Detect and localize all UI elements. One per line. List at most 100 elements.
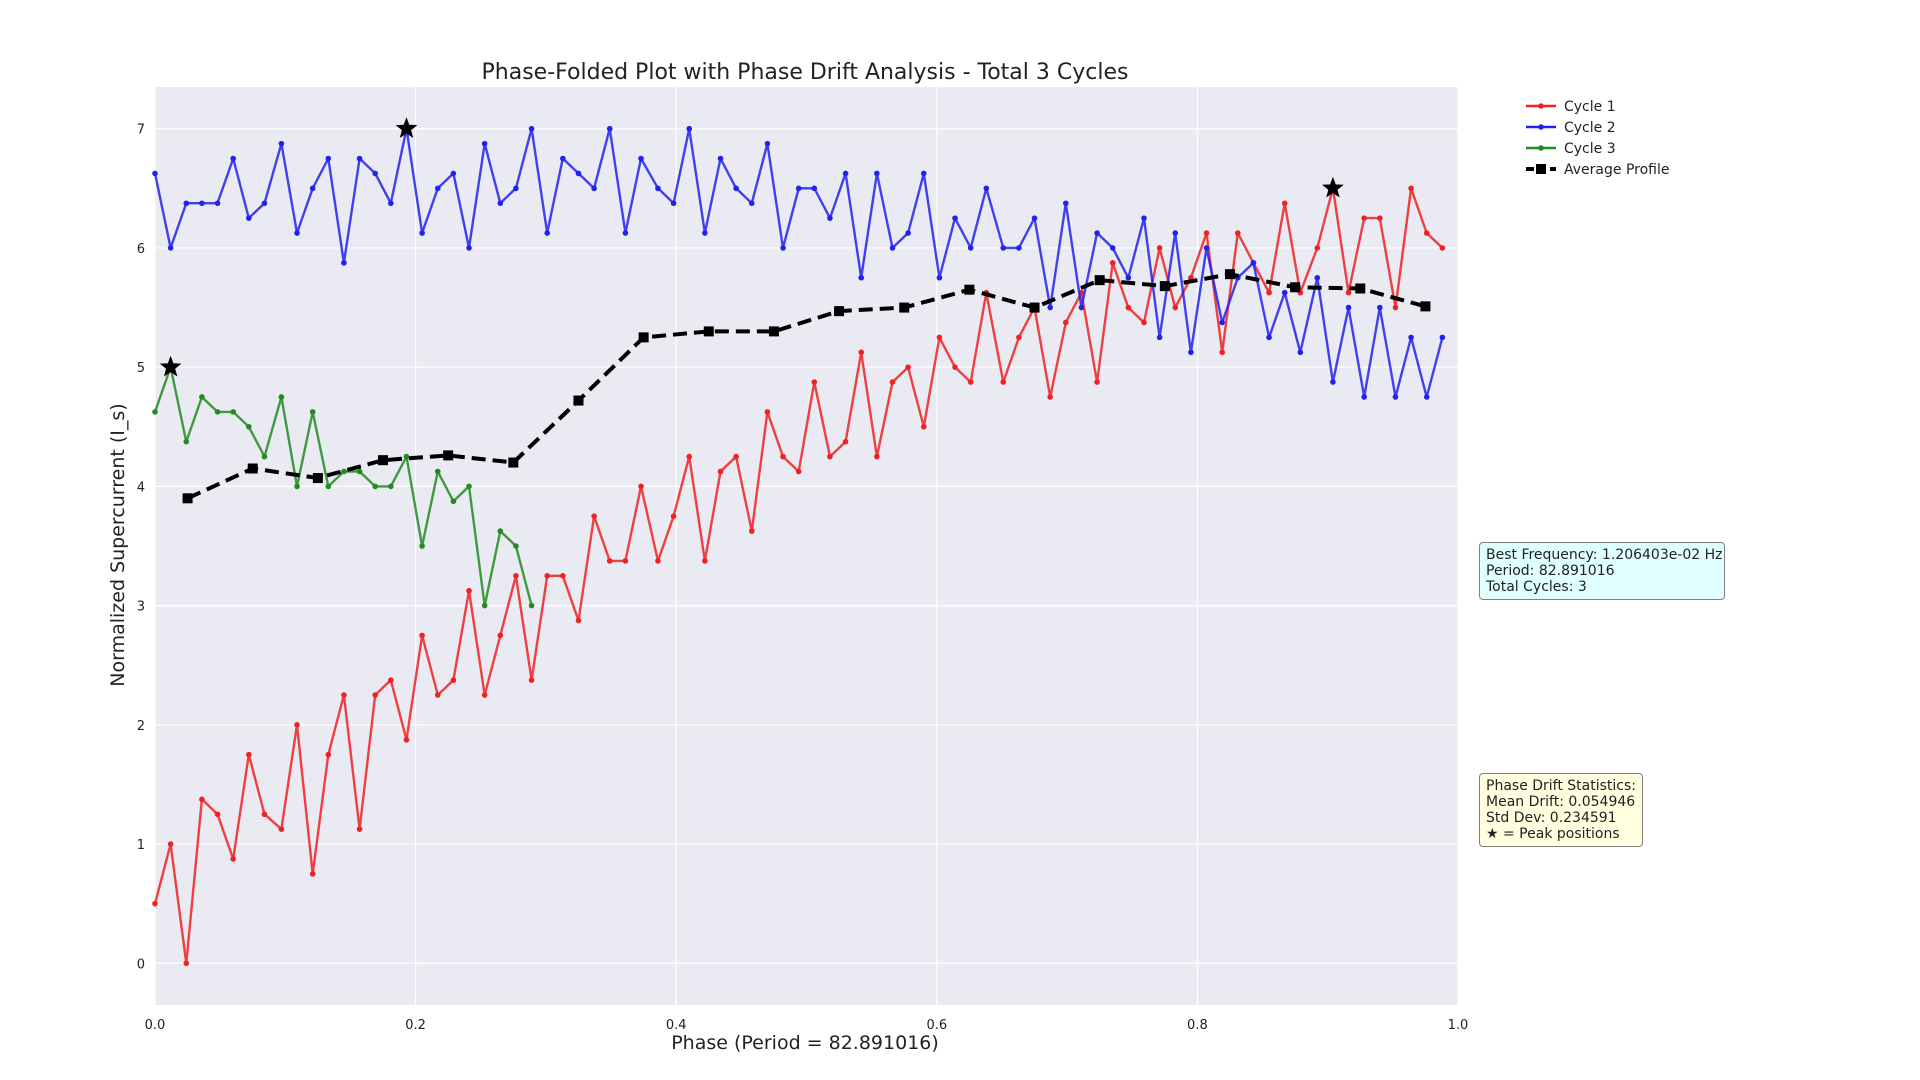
cycle-2-point [795,185,802,192]
peak-star-marker [1322,176,1344,198]
cycle-1-point [905,364,911,370]
cycle-2-point [1266,334,1272,341]
peak-star-marker [395,117,418,138]
x-tick-label: 0.6 [926,1018,947,1033]
cycle-1-point [434,692,441,698]
cycle-2-point [1297,349,1304,356]
cycle-1-point [638,483,644,490]
average-profile-point [703,326,714,337]
cycle-2-point [1062,200,1069,207]
cycle-2-point [528,125,535,132]
cycle-3-point [246,423,252,430]
cycle-1-point [246,751,252,758]
cycle-1-point [230,856,236,862]
cycle-2-point [560,155,566,162]
cycle-3-point [325,483,332,490]
cycle-1-point [952,364,958,370]
cycle-2-point [1141,215,1147,221]
cycle-1-point [1000,379,1007,385]
series-lines [152,125,1446,967]
cycle-2-point [1016,245,1022,251]
average-profile-point [1159,281,1170,292]
cycle-3-point [356,468,363,475]
cycle-2-point [1219,319,1225,326]
cycle-2-point [419,230,425,236]
y-tick-label: 5 [137,361,145,376]
cycle-3-point [230,409,236,415]
y-tick-label: 4 [137,480,145,495]
cycle-3-point [214,409,221,415]
cycle-3-point [199,394,205,400]
cycle-1-point [309,871,316,877]
cycle-2-point [638,155,644,162]
cycle-2-point [1314,274,1321,281]
average-profile-point [638,332,649,343]
cycle-1-point [967,379,974,385]
cycle-2-point [811,185,818,192]
cycle-2-point [294,230,300,236]
legend-cycle-2-label: Cycle 2 [1564,120,1616,136]
cycle-2-point [827,215,833,221]
cycle-2-point [481,140,488,147]
average-profile-point [768,326,779,337]
y-tick-label: 3 [137,600,145,615]
cycle-2-point [655,185,661,192]
cycle-2-point [497,200,504,207]
cycle-1-point [1094,379,1100,385]
cycle-1-point [1062,319,1069,326]
cycle-2-point [183,200,190,207]
cycle-2-point [717,155,724,162]
frequency-info-box: Best Frequency: 1.206403e-02 Hz Period: … [1479,542,1725,600]
legend-average-profile-marker [1536,164,1546,174]
cycle-1-point [702,558,708,564]
cycle-1-point [199,796,205,803]
cycle-2-point [686,125,693,132]
cycle-3-point [388,483,394,490]
cycle-2-point [606,125,613,132]
cycle-1-point [450,677,457,683]
cycle-2-point [214,200,221,207]
y-tick-label: 7 [137,123,145,138]
legend-cycle-3-label: Cycle 3 [1564,141,1616,157]
cycle-2-point [1188,349,1194,356]
cycle-1-point [1345,289,1352,296]
average-profile-point [443,450,454,461]
legend-cycle-3-marker [1538,145,1544,151]
cycle-1-point [874,453,880,460]
cycle-1-point [1361,215,1367,221]
average-profile-point [1420,301,1431,312]
cycle-1-point [513,573,519,579]
cycle-2-point [780,245,786,251]
cycle-1-point [341,692,347,698]
cycle-3-point [450,498,457,505]
cycle-3-point [341,468,347,475]
cycle-2-point [1250,260,1257,266]
y-axis-ticks: 0 1 2 3 4 5 6 7 [137,123,145,973]
cycle-1-point [497,632,504,639]
cycle-2-point [1203,245,1210,251]
cycle-1-point [920,423,927,430]
cycle-1-point [780,453,786,460]
cycle-2-point [1361,394,1367,400]
cycle-2-point [1109,245,1116,251]
legend-cycle-1-label: Cycle 1 [1564,99,1616,115]
x-axis-label: Phase (Period = 82.891016) [671,1032,939,1054]
cycle-2-point [967,245,974,251]
cycle-2-point [246,215,252,221]
y-tick-label: 2 [137,719,145,734]
x-tick-label: 0.4 [666,1018,687,1033]
cycle-2-point [952,215,958,221]
legend-cycle-1-marker [1538,103,1544,109]
cycle-2-point [591,185,597,192]
cycle-3-point [419,543,425,549]
cycle-2-point [1377,304,1383,311]
cycle-2-point [1345,304,1352,311]
average-profile-line [186,272,1426,501]
cycle-1-point [764,409,771,415]
average-profile-point [573,395,584,406]
cycle-2-point [874,170,880,177]
cycle-2-point [152,170,158,177]
peak-markers [159,117,1344,377]
cycle-1-point [560,573,566,579]
cycle-3-point [497,528,504,534]
